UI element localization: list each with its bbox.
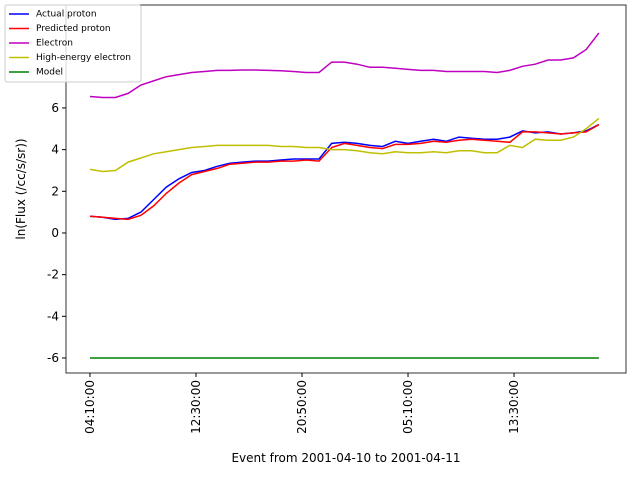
series-line <box>89 123 600 221</box>
y-tick-label: -4 <box>47 309 59 323</box>
y-tick-label: 0 <box>51 226 59 240</box>
x-tick-label: 13:30:00 <box>507 380 521 434</box>
series-line <box>89 117 600 173</box>
y-tick-label: 4 <box>51 143 59 157</box>
series-line <box>89 123 600 221</box>
series-line <box>89 32 600 99</box>
legend: Actual proton Predicted proton Electron Hig… <box>4 4 142 83</box>
x-tick-label: 05:10:00 <box>401 380 415 434</box>
legend-box <box>4 4 142 83</box>
legend-label: Predicted proton <box>36 24 111 34</box>
plot-frame <box>65 4 627 374</box>
legend-label: Electron <box>36 39 73 49</box>
legend-label: High-energy electron <box>36 53 131 63</box>
legend-label: Actual proton <box>36 10 97 20</box>
x-tick-label: 12:30:00 <box>189 380 203 434</box>
y-tick-label: 6 <box>51 101 59 115</box>
y-tick-label: -6 <box>47 351 59 365</box>
y-axis-label: ln(Flux (/cc/s/sr)) <box>14 138 28 239</box>
x-tick-label: 20:50:00 <box>295 380 309 434</box>
y-tick-label: 2 <box>51 184 59 198</box>
legend-label: Model <box>36 68 63 78</box>
y-tick-label: -2 <box>47 268 59 282</box>
x-tick-label: 04:10:00 <box>83 380 97 434</box>
x-axis-label: Event from 2001-04-10 to 2001-04-11 <box>231 451 460 465</box>
